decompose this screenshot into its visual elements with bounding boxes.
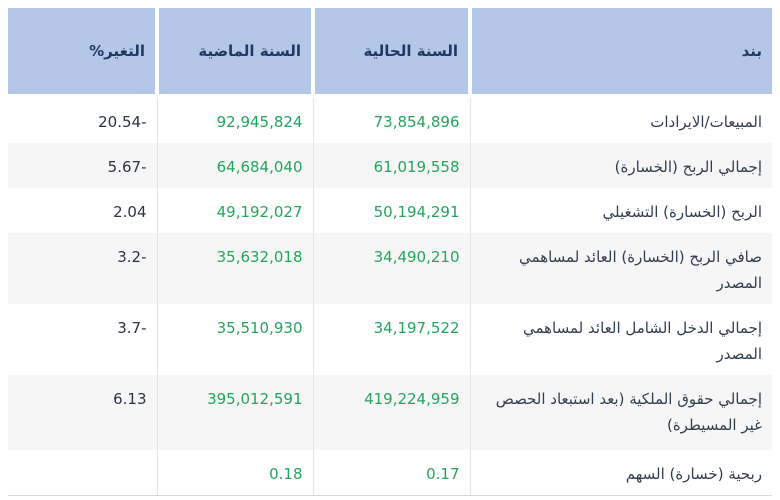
table-row: صافي الربح (الخسارة) العائد لمساهمي المص… bbox=[8, 233, 772, 304]
table-header: بند السنة الحالية السنة الماضية التغير% bbox=[8, 8, 772, 98]
item-name-cell: المبيعات/الايرادات bbox=[469, 96, 772, 143]
item-name-cell: صافي الربح (الخسارة) العائد لمساهمي المص… bbox=[469, 233, 772, 304]
table-row: الربح (الخسارة) التشغيلي 50,194,291 49,1… bbox=[8, 188, 772, 233]
item-name-cell: إجمالي حقوق الملكية (بعد استبعاد الحصص غ… bbox=[469, 375, 772, 450]
change-percent-value: -20.54 bbox=[98, 113, 147, 131]
change-percent-value: -3.2 bbox=[8, 233, 157, 304]
current-year-value: 419,224,959 bbox=[312, 375, 470, 450]
table-row: إجمالي الدخل الشامل العائد لمساهمي المصد… bbox=[8, 304, 772, 375]
col-header-change-pct: التغير% bbox=[8, 8, 157, 98]
previous-year-value: 395,012,591 bbox=[156, 375, 313, 450]
col-header-previous-year: السنة الماضية bbox=[155, 8, 313, 98]
table-row: إجمالي حقوق الملكية (بعد استبعاد الحصص غ… bbox=[8, 375, 772, 450]
item-name-cell: ربحية (خسارة) السهم bbox=[469, 450, 772, 495]
table-row: إجمالي الربح (الخسارة) 61,019,558 64,684… bbox=[8, 143, 772, 188]
previous-year-value: 35,510,930 bbox=[156, 304, 313, 375]
current-year-value: 61,019,558 bbox=[312, 143, 470, 188]
item-name-cell: الربح (الخسارة) التشغيلي bbox=[469, 188, 772, 233]
previous-year-value: 35,632,018 bbox=[156, 233, 313, 304]
change-percent-value: -5.67 bbox=[8, 143, 157, 188]
financial-summary-table: بند السنة الحالية السنة الماضية التغير% … bbox=[8, 8, 772, 495]
table-row: ربحية (خسارة) السهم 0.17 0.18 bbox=[8, 450, 772, 495]
current-year-value: 0.17 bbox=[312, 450, 470, 495]
change-percent-value: 6.13 bbox=[8, 375, 157, 450]
previous-year-value: 92,945,824 bbox=[156, 96, 313, 143]
change-percent-value: -3.7 bbox=[117, 319, 147, 337]
change-percent-value: 2.04 bbox=[113, 203, 147, 221]
item-name-cell: إجمالي الدخل الشامل العائد لمساهمي المصد… bbox=[469, 304, 772, 375]
col-header-item: بند bbox=[468, 8, 772, 98]
previous-year-value: 0.18 bbox=[156, 450, 313, 495]
table-row: المبيعات/الايرادات 73,854,896 92,945,824… bbox=[8, 96, 772, 143]
previous-year-value: 64,684,040 bbox=[156, 143, 313, 188]
previous-year-value: 49,192,027 bbox=[156, 188, 313, 233]
header-row: بند السنة الحالية السنة الماضية التغير% bbox=[8, 8, 772, 98]
current-year-value: 73,854,896 bbox=[312, 96, 470, 143]
current-year-value: 34,197,522 bbox=[312, 304, 470, 375]
change-percent-value bbox=[8, 450, 157, 495]
current-year-value: 50,194,291 bbox=[312, 188, 470, 233]
currency-footnote: جميع الأرقام بالـ (حقيقي) ريال سعودي bbox=[8, 495, 772, 500]
current-year-value: 34,490,210 bbox=[312, 233, 470, 304]
item-name-cell: إجمالي الربح (الخسارة) bbox=[469, 143, 772, 188]
col-header-current-year: السنة الحالية bbox=[311, 8, 470, 98]
table-body: المبيعات/الايرادات 73,854,896 92,945,824… bbox=[8, 96, 772, 495]
